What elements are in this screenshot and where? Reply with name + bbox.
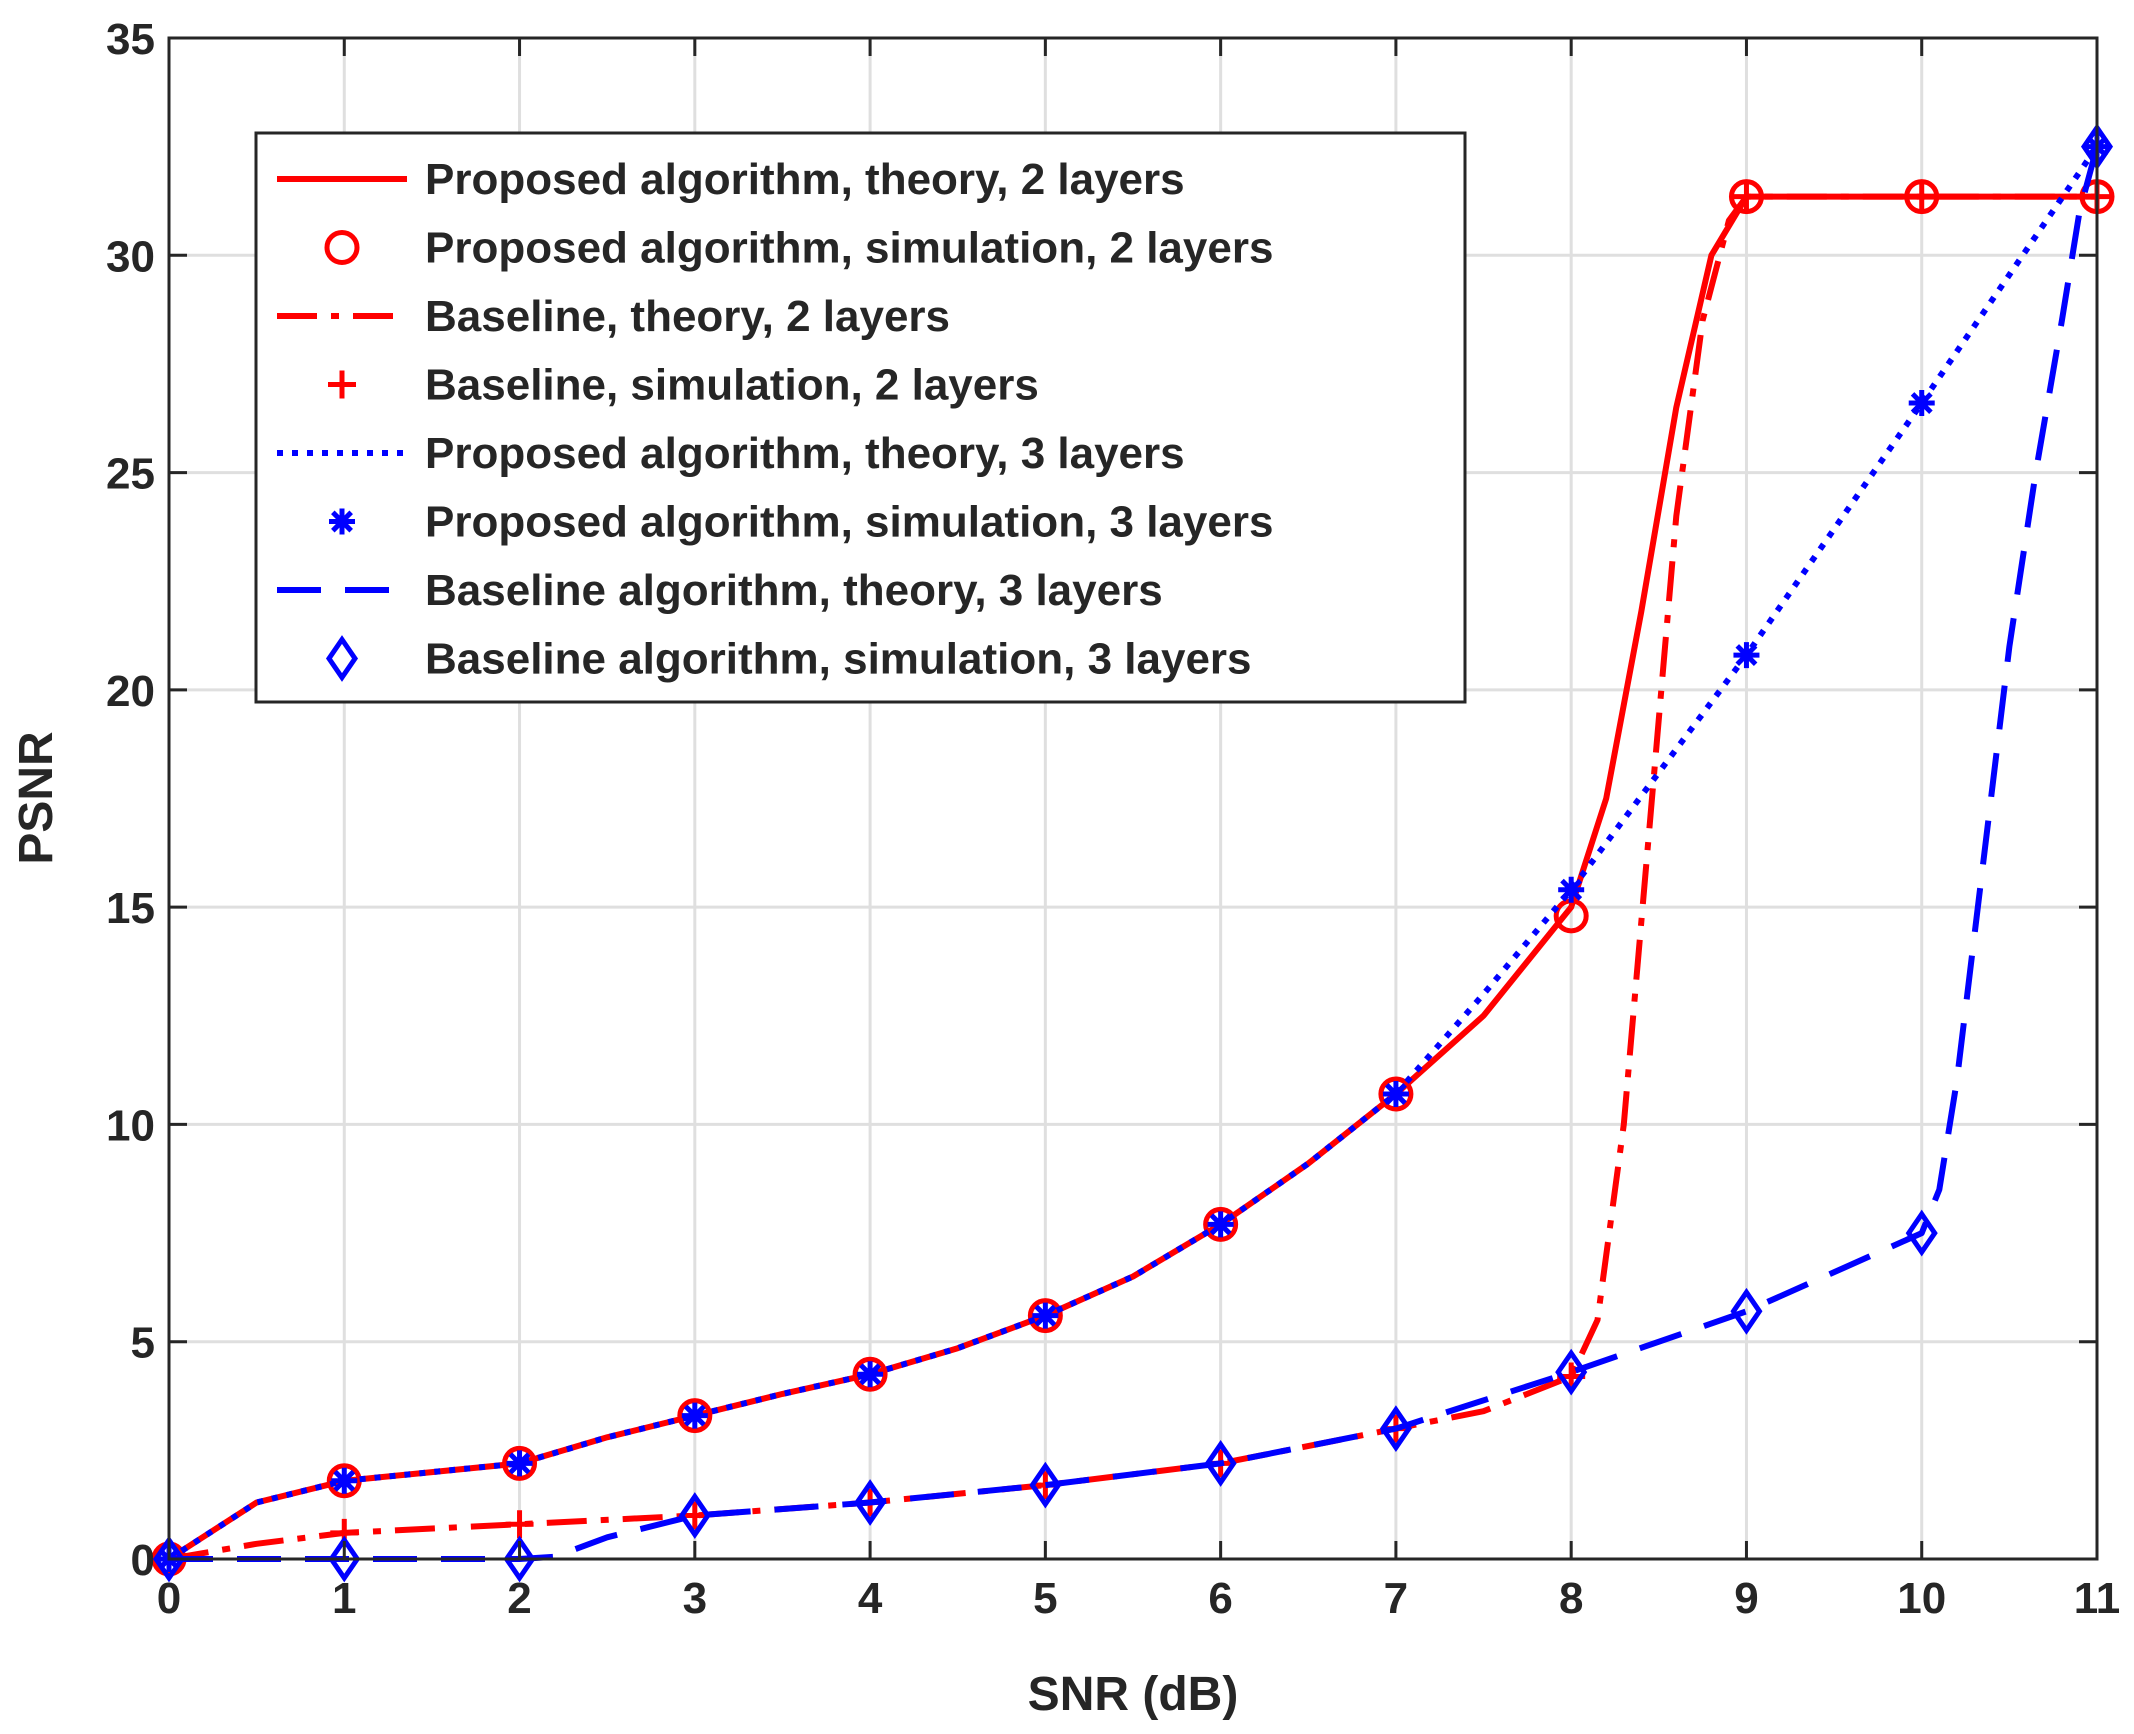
data-point [852,1356,888,1392]
data-point [1029,1461,1062,1509]
x-tick-label: 6 [1208,1574,1232,1623]
data-point [854,1479,887,1526]
y-tick-label: 0 [131,1536,155,1585]
legend-marker-sample [329,508,355,535]
data-point [328,1535,361,1583]
x-tick-label: 1 [332,1574,356,1623]
legend-marker-sample [328,370,356,399]
legend-item: Baseline algorithm, simulation, 3 layers [325,635,1252,684]
data-point [326,1463,362,1499]
data-point [1728,179,1764,215]
legend-item: Baseline, theory, 2 layers [277,292,950,341]
x-tick-label: 0 [157,1574,181,1623]
series-4 [167,144,2100,1562]
data-point [1207,1211,1234,1238]
legend-label: Baseline, theory, 2 layers [425,292,950,341]
series-layer [151,123,2115,1583]
series-1 [151,179,2115,1577]
x-tick-label: 8 [1559,1574,1583,1623]
legend-item: Baseline, simulation, 2 layers [328,361,1039,410]
data-point [1204,1439,1237,1487]
legend-item: Baseline algorithm, theory, 3 layers [277,566,1163,615]
y-axis-label: PSNR [10,731,63,864]
data-point [1027,1298,1063,1334]
y-tick-label: 15 [106,884,155,933]
legend-marker-sample [324,230,360,265]
y-tick-label: 10 [106,1101,155,1150]
legend-box [254,131,1467,704]
legend-item: Proposed algorithm, theory, 2 layers [277,155,1185,204]
axes-box [167,36,2099,1561]
series-7 [152,123,2114,1583]
data-point [1733,642,1760,669]
data-point [502,1445,538,1481]
y-tick-label: 35 [106,15,155,64]
data-point [1558,876,1585,903]
y-tick-label: 20 [106,667,155,716]
y-tick-label: 5 [131,1319,155,1368]
data-point [1904,179,1940,215]
legend-item: Proposed algorithm, simulation, 3 layers [329,498,1273,547]
data-point [1555,1348,1588,1396]
x-tick-label: 4 [858,1574,883,1623]
data-point [857,1361,884,1388]
y-tick-label: 30 [106,232,155,281]
series-line [168,193,2097,1562]
data-point [1730,1287,1763,1335]
x-tick-label: 11 [2074,1574,2121,1623]
data-point [677,1398,713,1434]
legend-label: Baseline, simulation, 2 layers [425,361,1039,410]
data-point [1905,1209,1938,1257]
legend-label: Proposed algorithm, theory, 2 layers [425,155,1185,204]
legend: Proposed algorithm, theory, 2 layers Prop… [254,131,1467,704]
data-point [1732,182,1761,211]
ticks: 0 1 2 3 4 5 6 7 8 9 10 11 0 5 10 15 20 25 30 35 [106,15,2120,1623]
data-point [681,1402,708,1429]
data-point [1382,1081,1409,1108]
x-tick-label: 7 [1384,1574,1408,1623]
legend-marker-sample [325,635,359,682]
data-point [680,1501,709,1530]
x-tick-label: 5 [1033,1574,1057,1623]
legend-label: Proposed algorithm, simulation, 2 layers [425,224,1273,273]
data-point [1379,1405,1412,1453]
series-2 [168,193,2097,1562]
x-tick-label: 2 [507,1574,531,1623]
data-point [1378,1076,1414,1112]
x-axis-label: SNR (dB) [1028,1668,1239,1721]
data-point [1907,182,1936,211]
legend-item: Proposed algorithm, theory, 3 layers [277,429,1185,478]
data-point [1032,1302,1059,1329]
series-line [167,144,2100,1562]
legend-item: Proposed algorithm, simulation, 2 layers [324,224,1273,273]
data-point [506,1450,533,1477]
data-point [331,1467,358,1494]
data-point [505,1510,534,1539]
data-point [678,1492,711,1539]
data-point [1203,1206,1239,1242]
x-tick-label: 3 [683,1574,707,1623]
legend-label: Proposed algorithm, simulation, 3 layers [425,498,1273,547]
y-tick-label: 25 [106,450,155,499]
legend-label: Baseline algorithm, simulation, 3 layers [425,635,1252,684]
data-point [152,1535,186,1583]
legend-label: Proposed algorithm, theory, 3 layers [425,429,1185,478]
data-point [503,1535,536,1583]
x-tick-label: 10 [1897,1574,1946,1623]
data-point [1908,390,1935,417]
legend-label: Baseline algorithm, theory, 3 layers [425,566,1163,615]
x-tick-label: 9 [1734,1574,1758,1623]
